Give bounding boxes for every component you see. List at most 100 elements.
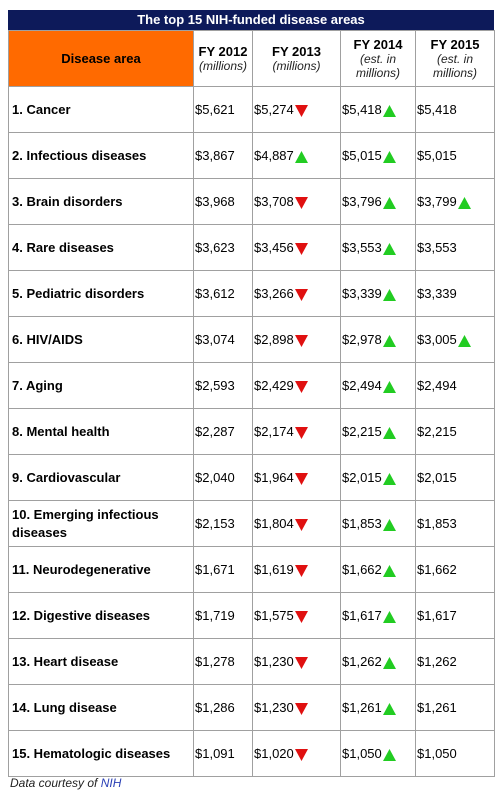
funding-value: $1,804 (254, 516, 294, 531)
footer-link[interactable]: NIH (100, 776, 122, 790)
funding-cell: $1,617 (340, 592, 416, 639)
funding-cell: $1,964 (252, 454, 341, 501)
funding-cell: $1,719 (193, 592, 253, 639)
funding-cell: $1,020 (252, 730, 341, 777)
funding-cell: $2,494 (415, 362, 495, 409)
funding-cell: $3,867 (193, 132, 253, 179)
funding-cell: $3,968 (193, 178, 253, 225)
funding-value: $1,853 (342, 516, 382, 531)
funding-value: $2,494 (342, 378, 382, 393)
table-body: 1. Cancer $5,621 $5,274 $5,418 $5,418 2. Infe… (8, 86, 495, 777)
funding-value: $3,968 (195, 194, 235, 209)
column-title: FY 2012 (198, 44, 248, 59)
funding-cell: $2,287 (193, 408, 253, 455)
funding-cell: $5,274 (252, 86, 341, 133)
disease-label: 3. Brain disorders (8, 178, 194, 225)
arrow-up (382, 472, 396, 485)
funding-value: $1,261 (417, 700, 457, 715)
arrow-up (457, 196, 471, 209)
funding-cell: $3,339 (340, 270, 416, 317)
funding-value: $1,050 (417, 746, 457, 761)
arrow-down (294, 380, 308, 393)
funding-value: $5,015 (417, 148, 457, 163)
arrow-up (382, 748, 396, 761)
funding-cell: $3,612 (193, 270, 253, 317)
funding-value: $2,593 (195, 378, 235, 393)
funding-value: $1,617 (342, 608, 382, 623)
disease-label: 13. Heart disease (8, 638, 194, 685)
table-row: 8. Mental health $2,287 $2,174 $2,215 $2,215 (8, 408, 495, 455)
funding-cell: $5,621 (193, 86, 253, 133)
funding-cell: $3,623 (193, 224, 253, 271)
column-title: FY 2013 (272, 44, 321, 59)
funding-cell: $1,853 (340, 500, 416, 547)
column-note: (est. in millions) (355, 52, 400, 80)
funding-value: $5,015 (342, 148, 382, 163)
arrow-up (382, 702, 396, 715)
funding-cell: $1,278 (193, 638, 253, 685)
funding-cell: $3,796 (340, 178, 416, 225)
column-header: FY 2015 (est. in millions) (415, 30, 495, 87)
funding-cell: $2,174 (252, 408, 341, 455)
funding-value: $3,553 (342, 240, 382, 255)
arrow-down (294, 472, 308, 485)
column-header: FY 2013 (millions) (252, 30, 341, 87)
funding-value: $3,266 (254, 286, 294, 301)
funding-cell: $3,339 (415, 270, 495, 317)
header-row: Disease area FY 2012 (millions) FY 2013 (mil… (8, 30, 495, 87)
funding-value: $3,612 (195, 286, 235, 301)
funding-value: $1,261 (342, 700, 382, 715)
disease-label: 6. HIV/AIDS (8, 316, 194, 363)
funding-cell: $5,418 (340, 86, 416, 133)
column-title: Disease area (61, 51, 141, 66)
funding-value: $5,274 (254, 102, 294, 117)
arrow-up (382, 610, 396, 623)
funding-value: $1,262 (417, 654, 457, 669)
funding-value: $2,015 (417, 470, 457, 485)
arrow-down (294, 610, 308, 623)
funding-value: $1,575 (254, 608, 294, 623)
funding-cell: $2,153 (193, 500, 253, 547)
arrow-up (382, 564, 396, 577)
funding-cell: $3,266 (252, 270, 341, 317)
funding-cell: $2,215 (415, 408, 495, 455)
funding-cell: $1,804 (252, 500, 341, 547)
funding-cell: $2,593 (193, 362, 253, 409)
footer-text: Data courtesy of (10, 776, 98, 790)
arrow-down (294, 104, 308, 117)
funding-cell: $1,261 (415, 684, 495, 731)
funding-value: $2,898 (254, 332, 294, 347)
funding-value: $1,091 (195, 746, 235, 761)
footer: Data courtesy of NIH (10, 776, 121, 790)
funding-cell: $1,662 (415, 546, 495, 593)
funding-value: $1,262 (342, 654, 382, 669)
funding-cell: $1,261 (340, 684, 416, 731)
funding-value: $1,619 (254, 562, 294, 577)
funding-value: $1,964 (254, 470, 294, 485)
table-row: 6. HIV/AIDS $3,074 $2,898 $2,978 $3,005 (8, 316, 495, 363)
disease-label: 12. Digestive diseases (8, 592, 194, 639)
funding-value: $1,662 (417, 562, 457, 577)
funding-value: $2,174 (254, 424, 294, 439)
arrow-up (382, 380, 396, 393)
arrow-up (382, 242, 396, 255)
disease-label: 11. Neurodegenerative (8, 546, 194, 593)
funding-value: $3,867 (195, 148, 235, 163)
table-row: 5. Pediatric disorders $3,612 $3,266 $3,339… (8, 270, 495, 317)
funding-value: $3,005 (417, 332, 457, 347)
column-header: FY 2014 (est. in millions) (340, 30, 416, 87)
disease-label: 9. Cardiovascular (8, 454, 194, 501)
funding-value: $3,339 (342, 286, 382, 301)
table-container: The top 15 NIH-funded disease areas Dise… (8, 10, 495, 777)
table-row: 10. Emerging infectious diseases $2,153 $1… (8, 500, 495, 547)
funding-value: $2,040 (195, 470, 235, 485)
funding-value: $2,494 (417, 378, 457, 393)
arrow-down (294, 426, 308, 439)
funding-cell: $1,050 (340, 730, 416, 777)
funding-value: $1,662 (342, 562, 382, 577)
funding-cell: $5,015 (340, 132, 416, 179)
funding-value: $3,074 (195, 332, 235, 347)
table-title: The top 15 NIH-funded disease areas (8, 10, 494, 30)
funding-cell: $1,262 (415, 638, 495, 685)
